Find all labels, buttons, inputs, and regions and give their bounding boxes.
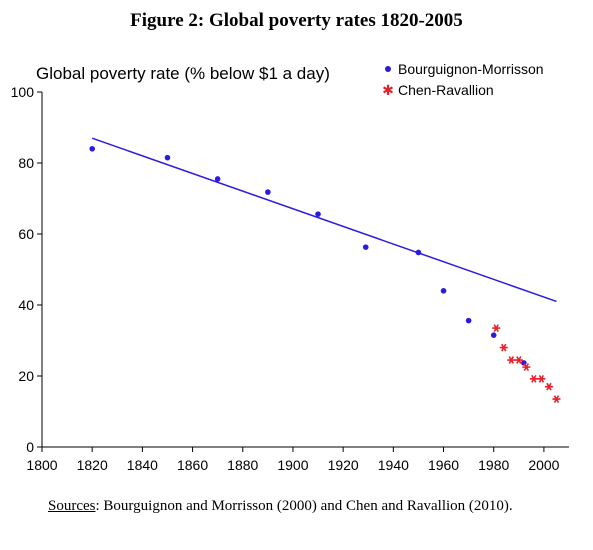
x-tick-label: 1820 [77,457,108,473]
data-point-chen-ravallion [499,343,508,352]
legend-item-chen-ravallion: ✱ Chen-Ravallion [378,79,544,100]
y-tick-label: 60 [18,226,34,242]
sources-note: Sources: Bourguignon and Morrisson (2000… [48,498,513,515]
data-point-chen-ravallion [522,363,531,371]
x-tick-label: 1980 [478,457,509,473]
data-point-bourguignon-morrisson [490,332,497,338]
data-point-chen-ravallion [507,356,516,364]
data-point-bourguignon-morrisson [214,176,221,182]
x-tick-label: 1900 [277,457,308,473]
y-axis-title: Global poverty rate (% below $1 a day) [36,64,330,83]
trend-line [91,137,557,303]
legend-label: Bourguignon-Morrisson [398,60,544,77]
y-tick-label: 20 [18,368,34,384]
data-point-chen-ravallion [529,374,538,383]
sources-label: Sources [48,498,96,514]
x-tick-label: 1840 [127,457,158,473]
data-point-bourguignon-morrisson [465,317,472,324]
sources-text: : Bourguignon and Morrisson (2000) and C… [95,498,513,514]
x-tick-label: 1960 [428,457,459,473]
data-point-bourguignon-morrisson [315,211,321,217]
y-tick-label: 40 [18,297,34,313]
legend-item-bourguignon-morrisson: Bourguignon-Morrisson [378,58,544,79]
data-point-bourguignon-morrisson [440,288,447,294]
data-point-bourguignon-morrisson [164,154,171,161]
legend-label: Chen-Ravallion [398,81,494,98]
data-point-bourguignon-morrisson [89,146,95,152]
data-point-bourguignon-morrisson [265,189,271,195]
data-point-bourguignon-morrisson [415,249,422,256]
data-point-chen-ravallion [492,324,501,332]
data-point-chen-ravallion [544,382,553,391]
dot-marker-icon [378,65,398,72]
x-tick-label: 1920 [328,457,359,473]
y-tick-label: 100 [11,84,35,100]
star-marker-icon: ✱ [382,81,394,98]
figure-title: Figure 2: Global poverty rates 1820-2005 [130,10,463,31]
data-point-chen-ravallion [552,395,561,403]
x-tick-label: 1860 [177,457,208,473]
x-tick-label: 2000 [528,457,559,473]
x-tick-label: 1940 [378,457,409,473]
data-point-chen-ravallion [537,374,546,383]
data-point-bourguignon-morrisson [362,244,369,250]
data-point-chen-ravallion [514,356,523,364]
y-tick-label: 80 [18,155,34,171]
x-tick-label: 1880 [227,457,258,473]
x-tick-label: 1800 [26,457,57,473]
legend: Bourguignon-Morrisson ✱ Chen-Ravallion [378,58,544,100]
y-tick-label: 0 [26,439,34,455]
